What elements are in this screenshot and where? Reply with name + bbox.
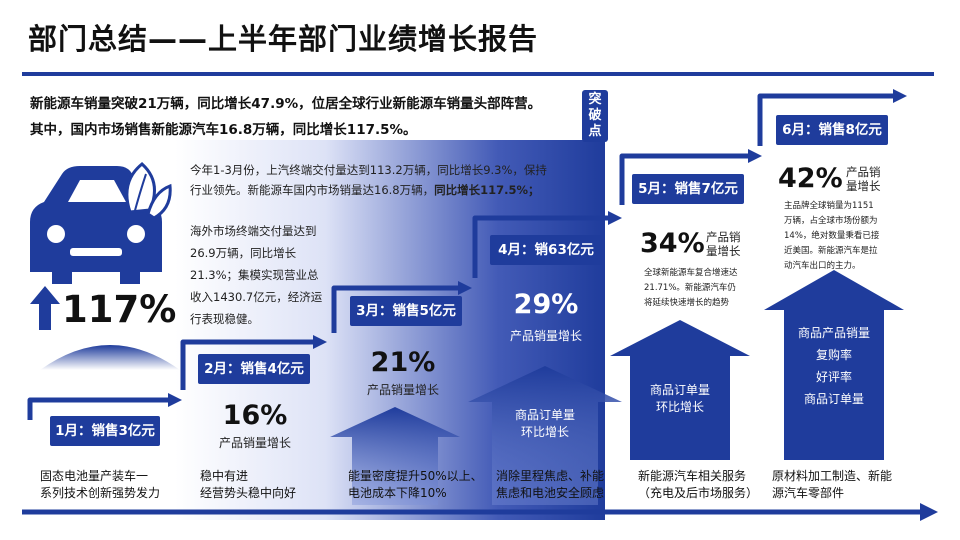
- growth-label-5: 产品销 量增长: [706, 230, 741, 258]
- electric-car-icon: [30, 162, 172, 284]
- big-percent: 117%: [62, 288, 177, 331]
- breakthrough-badge: 突 破 点: [582, 90, 608, 142]
- growth-label-4: 产品销量增长: [509, 329, 582, 343]
- arrow-text-5: 商品订单量 环比增长: [649, 383, 710, 414]
- month-label-4: 4月：销63亿元: [490, 235, 602, 265]
- overseas-paragraph: 海外市场终端交付量达到 26.9万辆，同比增长 21.3%；集模实现营业总 收入…: [190, 224, 323, 326]
- bottom-text-3: 能量密度提升50%以上、 电池成本下降10%: [348, 469, 483, 500]
- bottom-text-6: 原材料加工制造、新能 源汽车零部件: [772, 469, 893, 500]
- intro-line-2: 其中，国内市场销售新能源汽车16.8万辆，同比增长117.5%。: [30, 122, 417, 138]
- dome-shape: [40, 345, 180, 370]
- bottom-text-1: 固态电池量产装车一 系列技术创新强势发力: [40, 469, 161, 500]
- month-label-6: 6月：销售8亿元: [776, 115, 888, 145]
- bottom-text-5: 新能源汽车相关服务 （充电及后市场服务）: [638, 469, 759, 500]
- growth-pct-4: 29%: [513, 289, 579, 320]
- month-label-3: 3月：销售5亿元: [350, 296, 462, 326]
- summary-paragraph: 今年1-3月份，上汽终端交付量达到113.2万辆，同比增长9.3%，保持 行业领…: [190, 163, 547, 197]
- intro-line-1: 新能源车销量突破21万辆，同比增长47.9%，位居全球行业新能源车销量头部阵营。: [30, 96, 542, 112]
- step-6-detail: 主品牌全球销量为1151 万辆，占全球市场份额为 14%，绝对数量秉看已接 近美国。新…: [784, 201, 880, 271]
- month-label-1: 1月：销售3亿元: [50, 416, 160, 446]
- bottom-text-4: 消除里程焦虑、补能 焦虑和电池安全顾虑: [496, 469, 605, 500]
- growth-pct-2: 16%: [222, 400, 288, 431]
- month-label-2: 2月：销售4亿元: [198, 354, 310, 384]
- growth-label-2: 产品销量增长: [218, 436, 291, 450]
- growth-label-3: 产品销量增长: [366, 383, 439, 397]
- arrow-text-4: 商品订单量 环比增长: [514, 408, 575, 439]
- arrow-text-6: 商品产品销量 复购率 好评率 商品订单量: [797, 326, 870, 406]
- growth-pct-3: 21%: [370, 347, 436, 378]
- growth-pct-6: 42%: [778, 163, 843, 194]
- growth-pct-5: 34%: [640, 228, 705, 259]
- step-5-detail: 全球新能源车复合增速达 21.71%。新能源汽车仍 将延续快速增长的趋势: [644, 268, 738, 308]
- page-title: 部门总结——上半年部门业绩增长报告: [28, 22, 539, 56]
- growth-label-6: 产品销 量增长: [846, 165, 881, 193]
- bottom-text-2: 稳中有进 经营势头稳中向好: [200, 469, 297, 500]
- month-label-5: 5月：销售7亿元: [632, 174, 744, 204]
- title-rule: [22, 72, 934, 76]
- up-arrow-icon: [30, 286, 60, 330]
